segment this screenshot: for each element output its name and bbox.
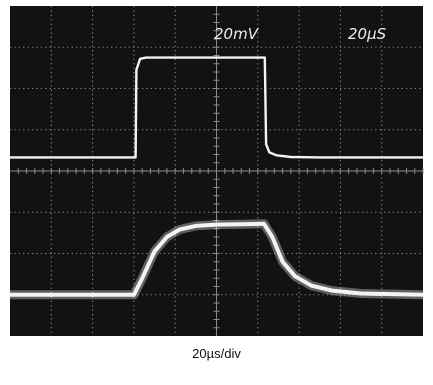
scope-traces bbox=[10, 56, 424, 300]
volts-per-div-label: 20mV bbox=[214, 25, 260, 43]
trace-output-response bbox=[10, 221, 424, 297]
trace-input-pulse bbox=[10, 56, 423, 159]
timebase-caption: 20µs/div bbox=[192, 346, 241, 361]
time-per-div-label: 20µS bbox=[348, 25, 387, 43]
oscilloscope-display: 20mV 20µS bbox=[10, 6, 424, 336]
